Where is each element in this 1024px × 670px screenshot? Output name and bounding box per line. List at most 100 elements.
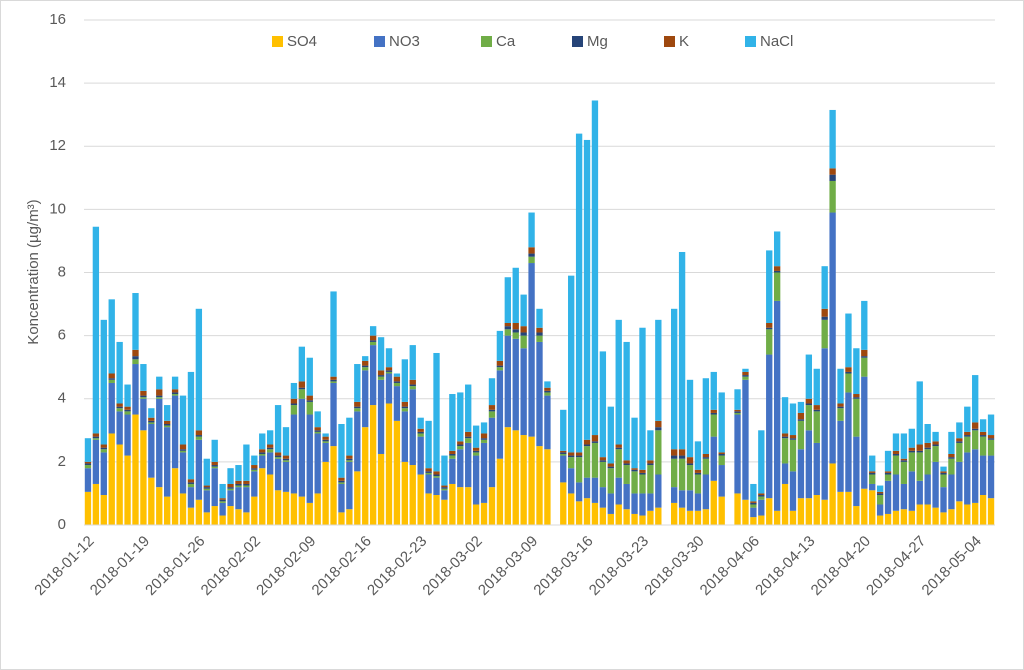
bar-segment bbox=[472, 450, 480, 453]
legend-label: SO4 bbox=[287, 33, 317, 50]
bar-segment bbox=[615, 449, 622, 478]
bar-segment bbox=[734, 411, 741, 413]
bar-segment bbox=[441, 455, 448, 486]
bar-segment bbox=[908, 428, 915, 448]
bar-segment bbox=[441, 499, 448, 525]
bar-segment bbox=[544, 392, 551, 396]
bar-segment bbox=[472, 447, 480, 451]
bar-segment bbox=[869, 455, 876, 472]
bar-segment bbox=[417, 474, 424, 525]
bar-segment bbox=[560, 452, 567, 454]
legend-swatch bbox=[664, 36, 675, 47]
bar-segment bbox=[758, 495, 765, 497]
bar-segment bbox=[203, 487, 210, 489]
bar-segment bbox=[884, 480, 892, 514]
bar-segment bbox=[156, 397, 163, 399]
bar-segment bbox=[979, 435, 987, 437]
bar-segment bbox=[449, 455, 456, 459]
bar-segment bbox=[805, 354, 813, 399]
bar-segment bbox=[956, 442, 963, 462]
bar-segment bbox=[132, 359, 139, 365]
bar-segment bbox=[124, 455, 131, 525]
bar-segment bbox=[164, 427, 171, 497]
bar-segment bbox=[639, 474, 646, 494]
bar-segment bbox=[512, 323, 519, 330]
bar-segment bbox=[956, 461, 963, 502]
bar-segment bbox=[671, 458, 678, 488]
bar-segment bbox=[940, 474, 947, 488]
bar-segment bbox=[290, 382, 298, 399]
bar-segment bbox=[441, 487, 448, 489]
bar-segment bbox=[108, 299, 115, 374]
bar-segment bbox=[480, 502, 488, 525]
bar-segment bbox=[837, 491, 844, 525]
bar-segment bbox=[266, 452, 274, 475]
bar-segment bbox=[393, 376, 401, 382]
bar-segment bbox=[599, 461, 607, 488]
bar-segment bbox=[219, 498, 226, 500]
bar-segment bbox=[750, 517, 757, 525]
bar-segment bbox=[853, 397, 860, 399]
legend-label: K bbox=[679, 33, 689, 50]
bar-segment bbox=[377, 337, 385, 371]
bar-segment bbox=[544, 449, 551, 525]
bar-segment bbox=[710, 371, 717, 410]
bar-segment bbox=[686, 490, 694, 511]
bar-segment bbox=[164, 496, 171, 525]
bar-segment bbox=[512, 329, 519, 333]
bar-segment bbox=[488, 405, 496, 410]
bar-segment bbox=[203, 458, 210, 486]
bar-segment bbox=[354, 411, 361, 472]
legend-swatch bbox=[572, 36, 583, 47]
bar-segment bbox=[449, 453, 456, 456]
bar-segment bbox=[766, 329, 773, 355]
bar-segment bbox=[607, 493, 614, 514]
bar-segment bbox=[861, 357, 868, 377]
bar-segment bbox=[568, 493, 575, 525]
bar-segment bbox=[203, 490, 210, 513]
bar-segment bbox=[789, 435, 797, 439]
bar-segment bbox=[647, 465, 654, 494]
bar-segment bbox=[116, 411, 123, 445]
bar-segment bbox=[377, 376, 385, 380]
legend-swatch bbox=[745, 36, 756, 47]
bar-segment bbox=[560, 409, 567, 451]
bar-segment bbox=[219, 501, 226, 503]
bar-segment bbox=[797, 419, 805, 421]
bar-segment bbox=[298, 496, 306, 525]
bar-segment bbox=[876, 493, 884, 496]
bar-segment bbox=[916, 504, 923, 525]
bar-segment bbox=[266, 447, 274, 450]
bar-segment bbox=[282, 491, 290, 525]
bar-segment bbox=[940, 487, 947, 513]
bar-segment bbox=[734, 389, 741, 410]
bar-segment bbox=[338, 424, 345, 478]
y-axis-label: Koncentration (µg/m³) bbox=[25, 199, 42, 344]
bar-segment bbox=[520, 435, 527, 525]
bar-segment bbox=[972, 375, 979, 423]
bar-segment bbox=[84, 438, 92, 462]
y-tick-label: 6 bbox=[58, 327, 66, 344]
bar-segment bbox=[639, 493, 646, 516]
bar-segment bbox=[179, 452, 187, 494]
bar-segment bbox=[457, 446, 464, 450]
bar-segment bbox=[671, 449, 678, 456]
bar-segment bbox=[869, 471, 876, 473]
bar-segment bbox=[900, 461, 908, 484]
bar-segment bbox=[148, 408, 155, 418]
bar-segment bbox=[148, 477, 155, 525]
bar-segment bbox=[599, 457, 607, 461]
bar-segment bbox=[156, 389, 163, 396]
bar-segment bbox=[266, 430, 274, 445]
bar-segment bbox=[92, 483, 100, 525]
bar-segment bbox=[575, 482, 583, 502]
bar-segment bbox=[354, 406, 361, 409]
y-tick-label: 10 bbox=[49, 200, 66, 217]
bar-segment bbox=[504, 323, 511, 327]
bar-segment bbox=[92, 436, 100, 439]
bar-segment bbox=[948, 457, 955, 459]
bar-segment bbox=[346, 458, 353, 461]
bar-segment bbox=[972, 502, 979, 525]
bar-segment bbox=[686, 463, 694, 466]
